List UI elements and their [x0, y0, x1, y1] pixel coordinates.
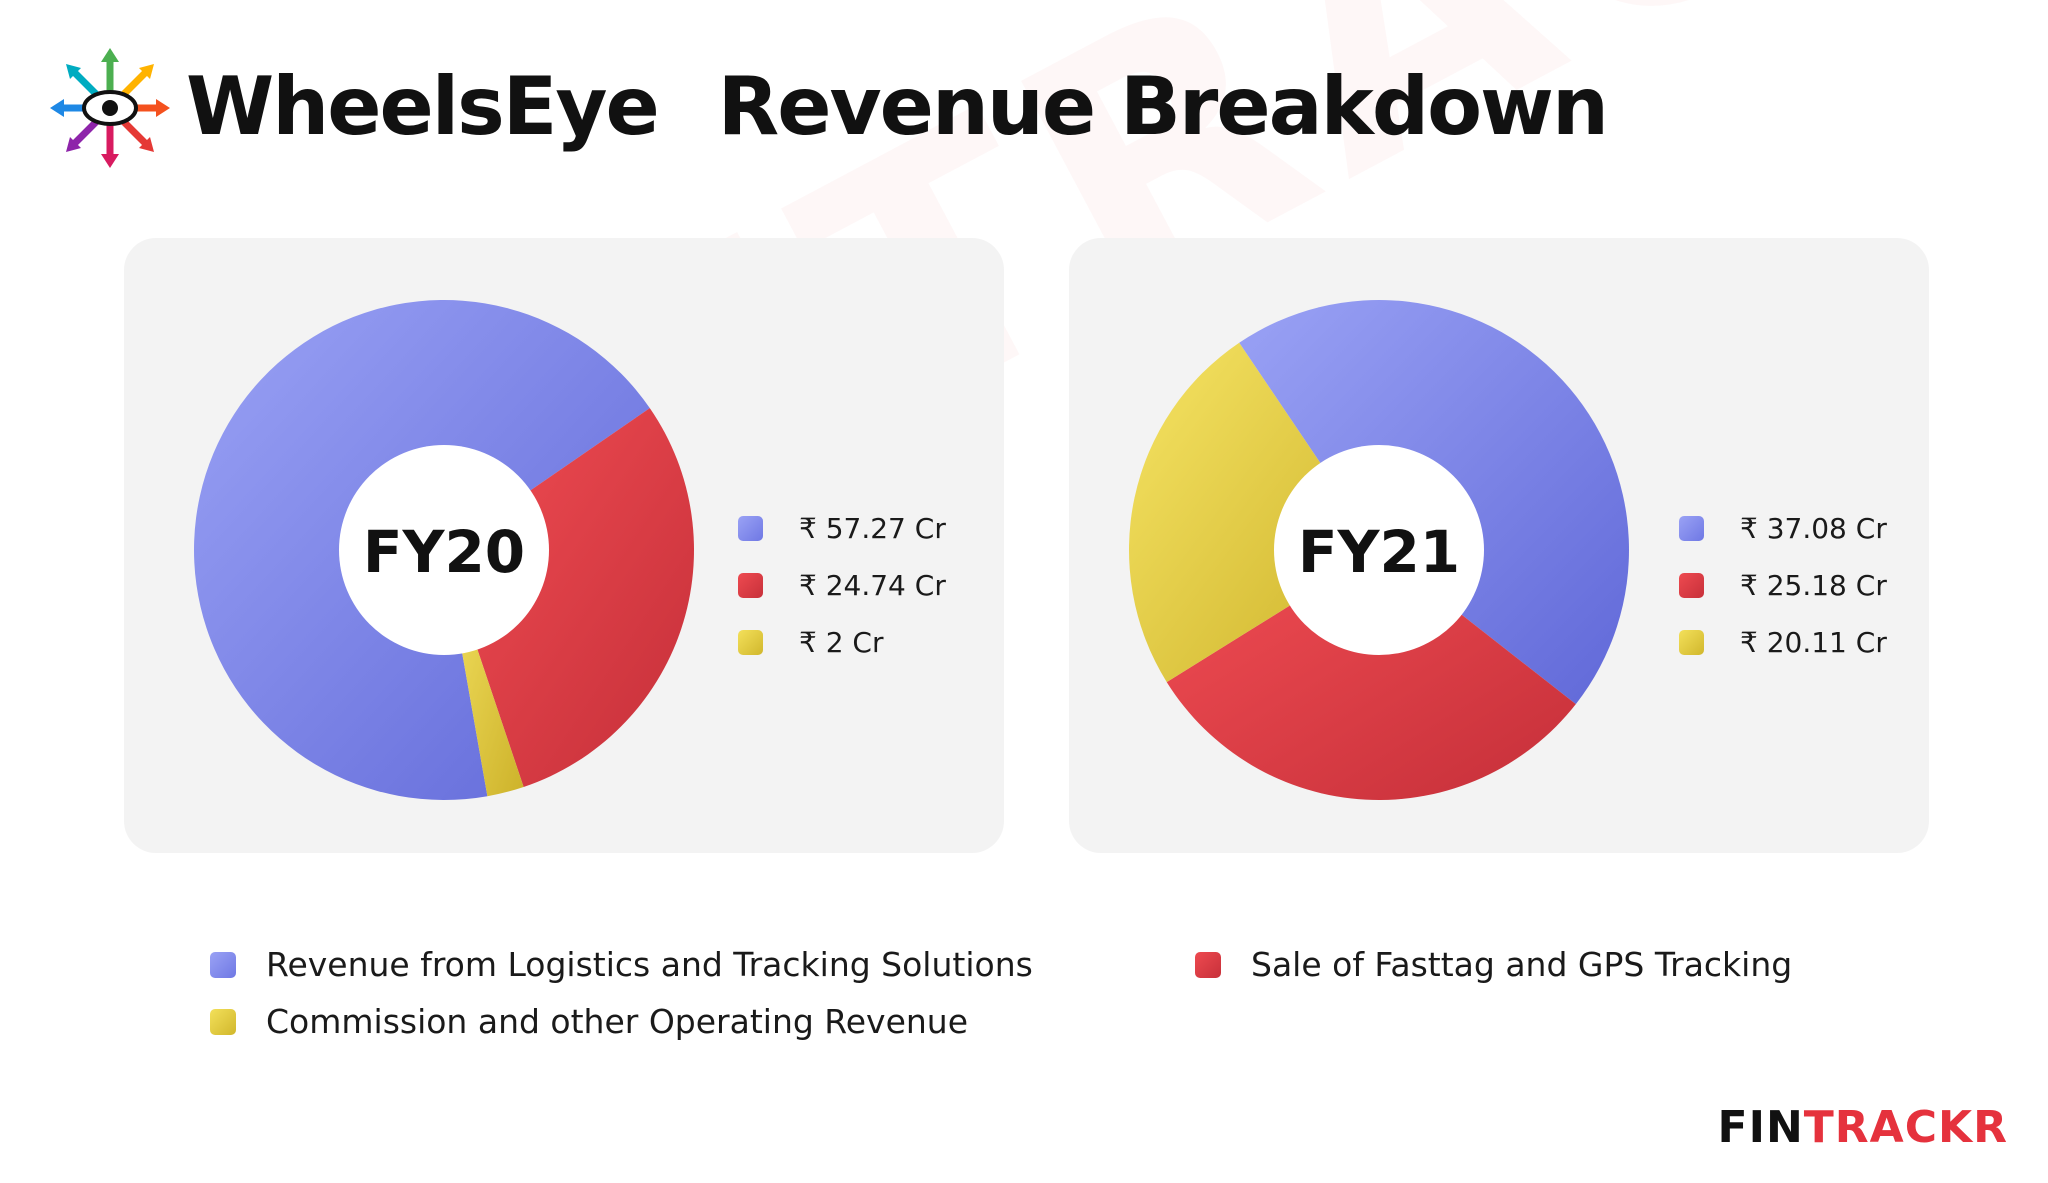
legend-label-commission: Commission and other Operating Revenue: [266, 1002, 969, 1041]
legend-swatch-logistics: [1679, 516, 1704, 541]
legend-swatch-fasttag: [1195, 951, 1221, 978]
legend-swatch-logistics: [738, 516, 763, 541]
value-label-fasttag: ₹ 24.74 Cr: [799, 569, 946, 602]
title-text: Revenue Breakdown: [717, 60, 1609, 153]
center-label-fy21: FY21: [1298, 518, 1460, 586]
page-title: WheelsEye Revenue Breakdown: [186, 52, 1609, 162]
series-legend: Revenue from Logistics and Tracking Solu…: [210, 945, 1910, 1065]
value-legend-item: ₹ 25.18 Cr: [1679, 557, 1887, 614]
legend-swatch-commission: [738, 630, 763, 655]
fintrackr-logo: FINTRACKR: [1718, 1102, 2008, 1153]
value-legend-item: ₹ 24.74 Cr: [738, 557, 946, 614]
pie-slice-fasttag: [444, 408, 694, 787]
legend-swatch-commission: [1679, 630, 1704, 655]
footer-brand-part2: TRACKR: [1803, 1102, 2008, 1153]
pie-slice-commission: [1129, 342, 1379, 683]
legend-swatch-commission: [210, 1008, 236, 1035]
legend-swatch-logistics: [210, 951, 236, 978]
legend-item-logistics: Revenue from Logistics and Tracking Solu…: [210, 945, 1033, 984]
chart-panel-fy20: FY20 ₹ 57.27 Cr ₹ 24.74 Cr ₹ 2 Cr: [124, 238, 1004, 853]
value-label-commission: ₹ 20.11 Cr: [1740, 626, 1887, 659]
center-label-fy20: FY20: [363, 518, 525, 586]
wheelseye-logo-icon: [50, 48, 170, 168]
footer-brand-part1: FIN: [1717, 1102, 1804, 1153]
brand-name: WheelsEye: [186, 60, 660, 153]
donut-hole: [1274, 445, 1484, 655]
value-legend-item: ₹ 57.27 Cr: [738, 500, 946, 557]
legend-label-logistics: Revenue from Logistics and Tracking Solu…: [266, 945, 1033, 984]
value-label-logistics: ₹ 37.08 Cr: [1740, 512, 1887, 545]
value-legend-item: ₹ 20.11 Cr: [1679, 614, 1887, 671]
value-legend-item: ₹ 37.08 Cr: [1679, 500, 1887, 557]
donut-hole: [339, 445, 549, 655]
chart-panel-fy21: FY21 ₹ 37.08 Cr ₹ 25.18 Cr ₹ 20.11 Cr: [1069, 238, 1929, 853]
value-legend-fy20: ₹ 57.27 Cr ₹ 24.74 Cr ₹ 2 Cr: [738, 500, 946, 671]
value-legend-fy21: ₹ 37.08 Cr ₹ 25.18 Cr ₹ 20.11 Cr: [1679, 500, 1887, 671]
pie-slice-fasttag: [1166, 550, 1576, 800]
legend-item-commission: Commission and other Operating Revenue: [210, 1002, 968, 1041]
legend-swatch-fasttag: [1679, 573, 1704, 598]
value-legend-item: ₹ 2 Cr: [738, 614, 946, 671]
value-label-fasttag: ₹ 25.18 Cr: [1740, 569, 1887, 602]
value-label-logistics: ₹ 57.27 Cr: [799, 512, 946, 545]
legend-item-fasttag: Sale of Fasttag and GPS Tracking: [1195, 945, 1792, 984]
legend-label-fasttag: Sale of Fasttag and GPS Tracking: [1251, 945, 1793, 984]
donut-chart-fy20: FY20: [193, 299, 694, 800]
legend-swatch-fasttag: [738, 573, 763, 598]
donut-chart-fy21: FY21: [1129, 299, 1629, 800]
value-label-commission: ₹ 2 Cr: [799, 626, 884, 659]
